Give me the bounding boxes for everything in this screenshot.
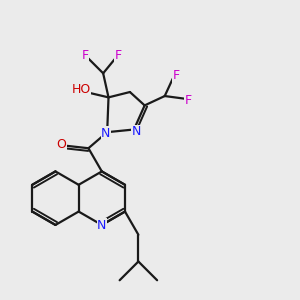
Text: N: N — [101, 127, 110, 140]
Text: O: O — [56, 138, 66, 151]
Text: N: N — [131, 125, 141, 138]
Text: F: F — [184, 94, 192, 106]
Text: F: F — [172, 70, 179, 83]
Text: N: N — [97, 219, 106, 232]
Text: F: F — [115, 49, 122, 62]
Text: HO: HO — [71, 83, 91, 96]
Text: F: F — [82, 49, 89, 62]
